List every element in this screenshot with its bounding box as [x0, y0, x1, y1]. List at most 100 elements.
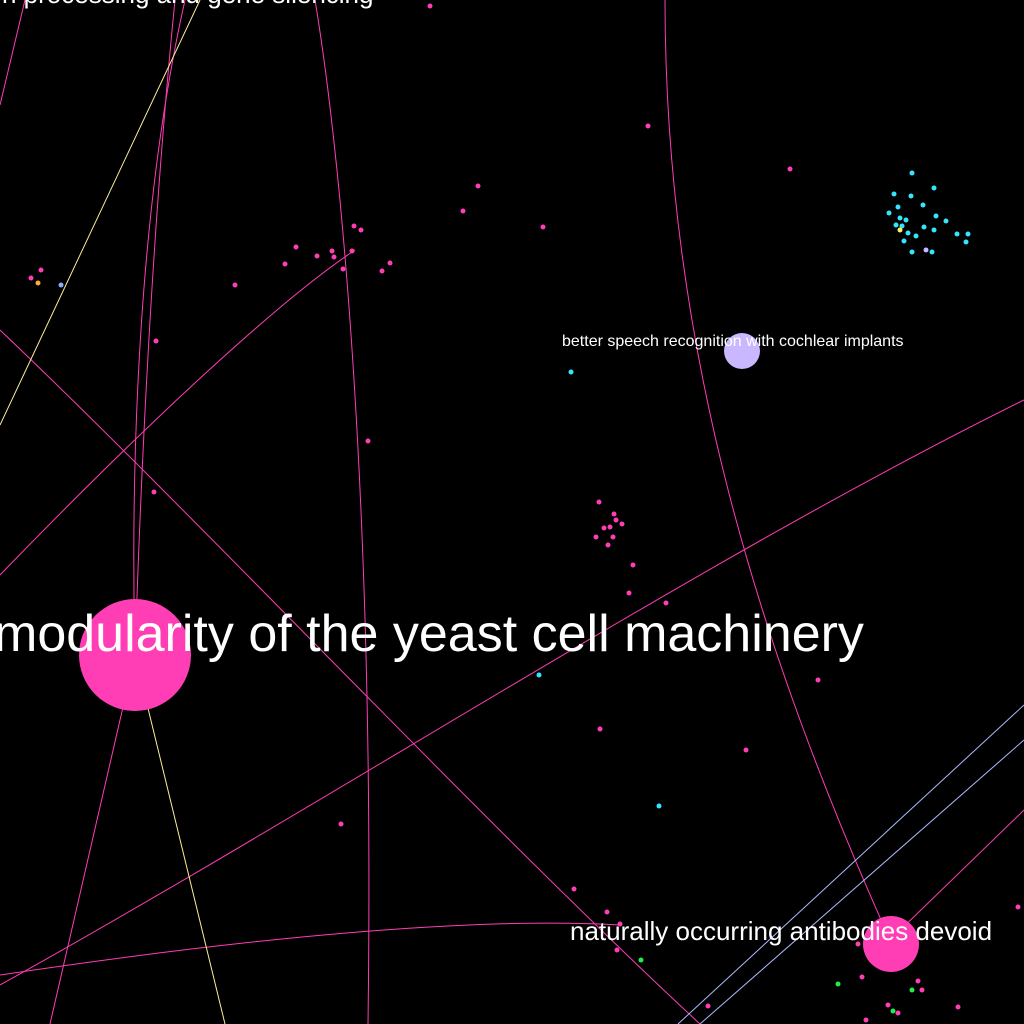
graph-node[interactable] [897, 227, 903, 233]
graph-node[interactable] [899, 223, 905, 229]
graph-node[interactable] [909, 170, 915, 176]
graph-node[interactable] [890, 1008, 896, 1014]
graph-node[interactable] [331, 254, 337, 260]
graph-node[interactable] [365, 438, 371, 444]
graph-node[interactable] [787, 166, 793, 172]
graph-node[interactable] [282, 261, 288, 267]
graph-node[interactable] [943, 218, 949, 224]
graph-node[interactable] [743, 747, 749, 753]
graph-node[interactable] [954, 231, 960, 237]
graph-node[interactable] [475, 183, 481, 189]
graph-node[interactable] [601, 525, 607, 531]
graph-node[interactable] [891, 191, 897, 197]
graph-node[interactable] [835, 981, 841, 987]
graph-node[interactable] [815, 677, 821, 683]
graph-node[interactable] [1015, 904, 1021, 910]
graph-node[interactable] [908, 193, 914, 199]
graph-node[interactable] [855, 941, 861, 947]
graph-node[interactable] [232, 282, 238, 288]
graph-node[interactable] [921, 224, 927, 230]
edge [0, 0, 26, 106]
graph-node[interactable] [597, 726, 603, 732]
hub-node-cochlear[interactable] [724, 333, 760, 369]
graph-node[interactable] [656, 803, 662, 809]
graph-node[interactable] [358, 227, 364, 233]
graph-node[interactable] [929, 249, 935, 255]
graph-node[interactable] [617, 921, 623, 927]
graph-node[interactable] [705, 1003, 711, 1009]
graph-node[interactable] [913, 233, 919, 239]
edge [699, 739, 1024, 1024]
node-label-antibodies[interactable]: naturally occurring antibodies devoid [570, 916, 992, 946]
graph-node[interactable] [35, 280, 41, 286]
graph-node[interactable] [614, 947, 620, 953]
graph-node[interactable] [901, 238, 907, 244]
graph-node[interactable] [859, 974, 865, 980]
graph-node[interactable] [885, 1002, 891, 1008]
graph-node[interactable] [895, 1010, 901, 1016]
graph-node[interactable] [909, 249, 915, 255]
graph-node[interactable] [349, 248, 355, 254]
graph-node[interactable] [619, 521, 625, 527]
graph-node[interactable] [897, 215, 903, 221]
edge [677, 704, 1024, 1024]
graph-node[interactable] [863, 1017, 869, 1023]
graph-node[interactable] [540, 224, 546, 230]
graph-node[interactable] [387, 260, 393, 266]
graph-node[interactable] [607, 524, 613, 530]
graph-node[interactable] [58, 282, 64, 288]
graph-node[interactable] [610, 534, 616, 540]
graph-node[interactable] [931, 227, 937, 233]
graph-node[interactable] [153, 338, 159, 344]
graph-node[interactable] [293, 244, 299, 250]
graph-node[interactable] [626, 590, 632, 596]
graph-node[interactable] [611, 511, 617, 517]
graph-node[interactable] [613, 517, 619, 523]
graph-node[interactable] [903, 217, 909, 223]
graph-node[interactable] [38, 267, 44, 273]
graph-node[interactable] [568, 369, 574, 375]
node-label-cochlear-implants[interactable]: better speech recognition with cochlear … [562, 333, 904, 350]
graph-node[interactable] [920, 202, 926, 208]
graph-node[interactable] [593, 534, 599, 540]
graph-node[interactable] [351, 223, 357, 229]
graph-node[interactable] [963, 239, 969, 245]
graph-node[interactable] [931, 185, 937, 191]
graph-node[interactable] [605, 542, 611, 548]
graph-node[interactable] [314, 253, 320, 259]
graph-node[interactable] [933, 213, 939, 219]
graph-node[interactable] [329, 248, 335, 254]
graph-node[interactable] [604, 909, 610, 915]
graph-node[interactable] [338, 821, 344, 827]
graph-node[interactable] [895, 204, 901, 210]
graph-node[interactable] [965, 231, 971, 237]
node-label-yeast-cell-machinery[interactable]: modularity of the yeast cell machinery [0, 605, 864, 663]
graph-node[interactable] [571, 886, 577, 892]
edge [134, 0, 176, 656]
graph-node[interactable] [28, 275, 34, 281]
graph-node[interactable] [340, 266, 346, 272]
node-label-gene-silencing[interactable]: n processing and gene silencing [2, 0, 373, 9]
edge [0, 922, 621, 976]
hub-node-antibodies[interactable] [863, 916, 919, 972]
graph-node[interactable] [460, 208, 466, 214]
graph-node[interactable] [638, 957, 644, 963]
graph-node[interactable] [909, 987, 915, 993]
graph-node[interactable] [536, 672, 542, 678]
graph-node[interactable] [919, 987, 925, 993]
graph-node[interactable] [645, 123, 651, 129]
graph-node[interactable] [886, 210, 892, 216]
graph-node[interactable] [596, 499, 602, 505]
graph-node[interactable] [923, 247, 929, 253]
graph-node[interactable] [915, 978, 921, 984]
graph-node[interactable] [630, 562, 636, 568]
graph-node[interactable] [151, 489, 157, 495]
graph-node[interactable] [955, 1004, 961, 1010]
graph-node[interactable] [905, 230, 911, 236]
graph-node[interactable] [663, 600, 669, 606]
graph-node[interactable] [893, 222, 899, 228]
graph-node[interactable] [379, 268, 385, 274]
graph-node[interactable] [427, 3, 433, 9]
hub-node-yeast[interactable] [79, 599, 191, 711]
